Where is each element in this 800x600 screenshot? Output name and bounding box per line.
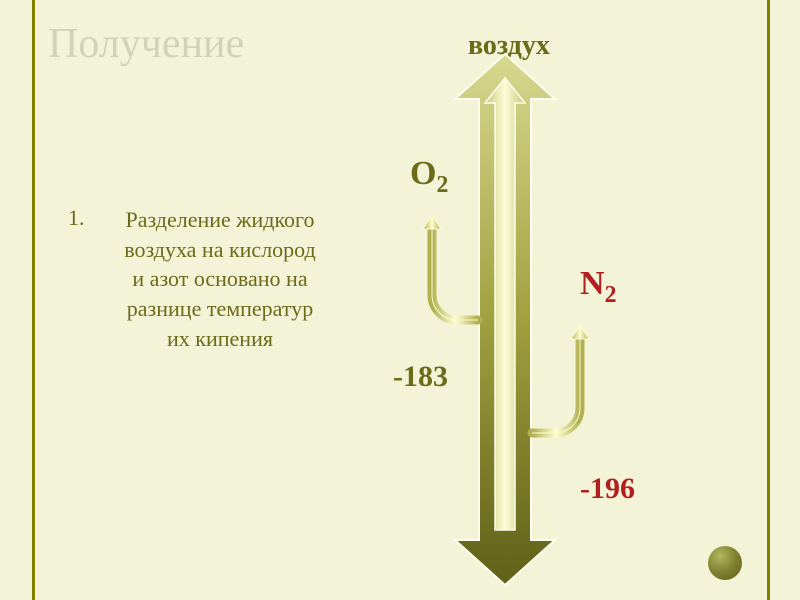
list-number: 1. bbox=[68, 205, 85, 231]
n2-formula: N2 bbox=[580, 265, 616, 309]
o2-formula: O2 bbox=[410, 155, 448, 199]
description-text: Разделение жидкоговоздуха на кислороди а… bbox=[90, 205, 350, 353]
decorative-dot bbox=[708, 546, 742, 580]
o2-branch-arrow bbox=[412, 199, 498, 331]
slide-border-right bbox=[767, 0, 770, 600]
n2-branch-arrow bbox=[512, 309, 600, 444]
slide-title: Получение bbox=[48, 20, 244, 68]
slide-border-left bbox=[32, 0, 35, 600]
o2-boiling-temp: -183 bbox=[393, 360, 448, 394]
n2-boiling-temp: -196 bbox=[580, 472, 635, 506]
